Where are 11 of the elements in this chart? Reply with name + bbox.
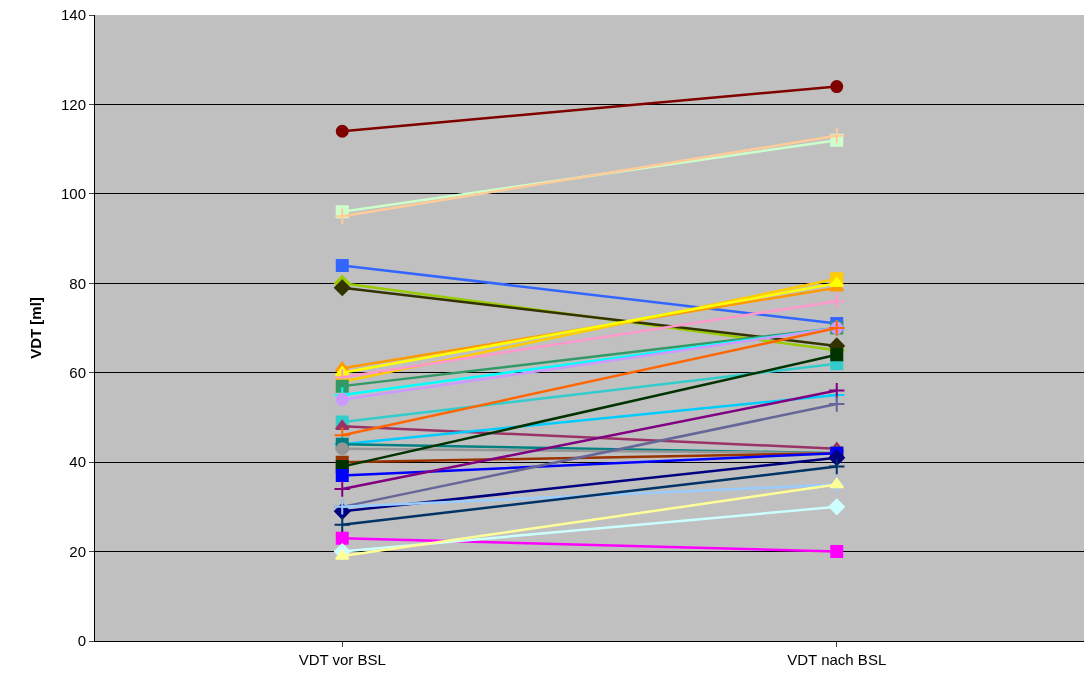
x-tick-label: VDT vor BSL [298, 651, 386, 668]
x-tick-label: VDT nach BSL [787, 651, 887, 668]
y-tick-label: 60 [69, 363, 86, 381]
y-axis-title: VDT [ml] [27, 297, 45, 359]
y-tick-label: 20 [69, 542, 86, 560]
y-tick-label: 120 [60, 95, 86, 113]
y-tick-label: 80 [69, 274, 86, 292]
y-tick-label: 0 [77, 632, 86, 650]
y-tick-label: 140 [60, 6, 86, 24]
y-tick-label: 100 [60, 185, 86, 203]
y-tick-label: 40 [69, 453, 86, 471]
